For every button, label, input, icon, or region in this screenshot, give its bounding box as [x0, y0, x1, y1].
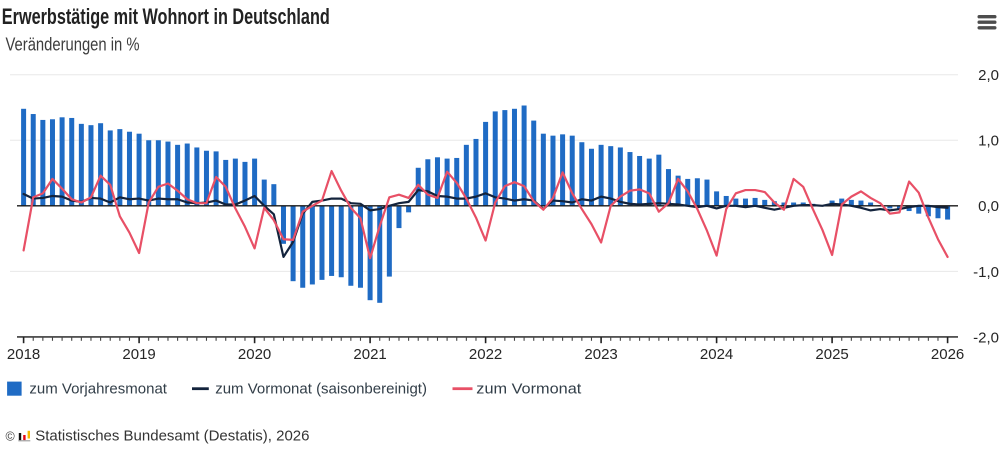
svg-text:2018: 2018 — [7, 346, 40, 363]
svg-text:Veränderungen in %: Veränderungen in % — [6, 33, 140, 54]
svg-text:2019: 2019 — [122, 346, 155, 363]
svg-text:2021: 2021 — [353, 346, 386, 363]
svg-text:-2,0: -2,0 — [973, 329, 999, 346]
svg-text:zum Vormonat (saisonbereinigt): zum Vormonat (saisonbereinigt) — [215, 381, 427, 398]
svg-text:2022: 2022 — [469, 346, 502, 363]
svg-text:zum Vormonat: zum Vormonat — [476, 381, 582, 398]
svg-text:2025: 2025 — [815, 346, 848, 363]
svg-text:Erwerbstätige mit Wohnort in D: Erwerbstätige mit Wohnort in Deutschland — [2, 4, 330, 29]
svg-text:Statistisches Bundesamt (Desta: Statistisches Bundesamt (Destatis), 2026 — [35, 428, 309, 445]
svg-text:2,0: 2,0 — [978, 67, 999, 84]
svg-text:zum Vorjahresmonat: zum Vorjahresmonat — [29, 381, 167, 398]
svg-text:0,0: 0,0 — [978, 198, 999, 215]
svg-text:2024: 2024 — [700, 346, 733, 363]
svg-text:2026: 2026 — [931, 346, 964, 363]
svg-text:©: © — [6, 430, 16, 444]
svg-text:2023: 2023 — [584, 346, 617, 363]
svg-text:1,0: 1,0 — [978, 133, 999, 150]
svg-text:2020: 2020 — [238, 346, 271, 363]
svg-text:-1,0: -1,0 — [973, 264, 999, 281]
